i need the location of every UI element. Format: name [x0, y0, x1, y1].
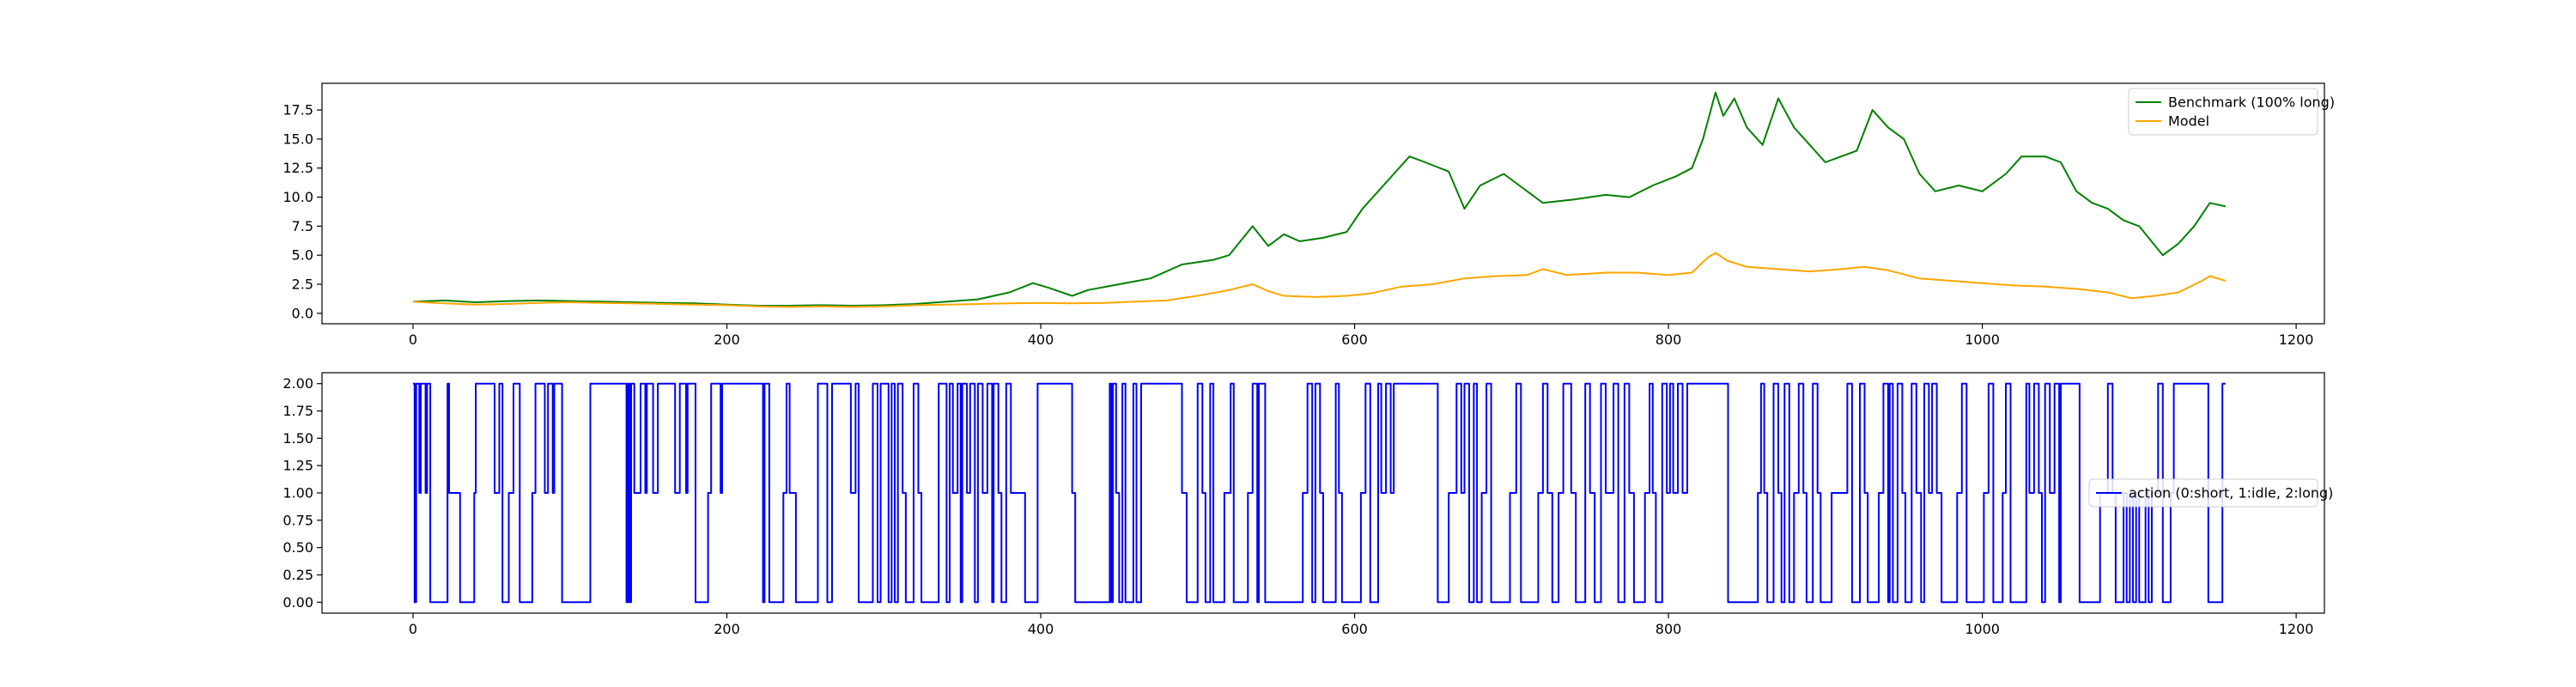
bottom-chart-actions: 0 200 400 600 800 1000 1200 0.00 0.25 0.50 0.75 1.… — [283, 372, 2333, 637]
top-legend-label-1: Model — [2168, 113, 2209, 130]
bottom-x-tick-label-3: 600 — [1341, 621, 1368, 637]
top-chart-frame — [321, 82, 2325, 325]
bottom-y-tick-label-0: 0.00 — [283, 594, 313, 611]
bottom-y-tick-label-4: 1.00 — [283, 485, 313, 502]
top-x-tick-label-3: 600 — [1341, 331, 1368, 348]
bottom-chart-series — [413, 382, 2226, 604]
top-chart-legend: Benchmark (100% long) Model — [2128, 88, 2335, 136]
bottom-y-tick-label-3: 0.75 — [283, 512, 313, 528]
bottom-legend-box — [2088, 478, 2318, 508]
bottom-legend-label-0: action (0:short, 1:idle, 2:long) — [2129, 485, 2333, 502]
top-y-tick-label-1: 2.5 — [292, 277, 313, 293]
top-chart-benchmark-vs-model: 0 200 400 600 800 1000 1200 0.0 2.5 5.0 7.5 10.0 12… — [283, 82, 2335, 348]
bottom-x-tick-label-0: 0 — [409, 621, 417, 637]
top-x-tick-label-6: 1200 — [2279, 331, 2314, 348]
bottom-y-tick-label-7: 1.75 — [283, 403, 313, 419]
top-y-tick-label-3: 7.5 — [292, 218, 313, 234]
top-series-line-0 — [412, 91, 2227, 307]
bottom-y-tick-label-5: 1.25 — [283, 458, 313, 474]
bottom-x-tick-label-1: 200 — [714, 621, 740, 637]
bottom-y-tick-label-2: 0.50 — [283, 539, 313, 556]
top-x-tick-label-2: 400 — [1028, 331, 1054, 348]
top-x-tick-label-0: 0 — [409, 331, 417, 348]
bottom-y-tick-label-8: 2.00 — [283, 375, 313, 392]
top-chart-series — [412, 91, 2227, 308]
bottom-chart-x-ticks: 0 200 400 600 800 1000 1200 — [409, 613, 2314, 637]
top-y-tick-label-6: 15.0 — [283, 131, 313, 147]
top-y-tick-label-5: 12.5 — [283, 160, 313, 176]
bottom-x-tick-label-6: 1200 — [2279, 621, 2314, 637]
top-chart-x-ticks: 0 200 400 600 800 1000 1200 — [409, 324, 2314, 348]
bottom-x-tick-label-2: 400 — [1028, 621, 1054, 637]
top-y-tick-label-7: 17.5 — [283, 102, 313, 119]
top-series-line-1 — [412, 252, 2227, 308]
bottom-series-line-0 — [413, 382, 2226, 604]
top-legend-label-0: Benchmark (100% long) — [2168, 94, 2335, 111]
bottom-x-tick-label-5: 1000 — [1965, 621, 2000, 637]
top-x-tick-label-1: 200 — [714, 331, 740, 348]
bottom-x-tick-label-4: 800 — [1656, 621, 1682, 637]
bottom-y-tick-label-1: 0.25 — [283, 567, 313, 583]
bottom-chart-legend: action (0:short, 1:idle, 2:long) — [2088, 478, 2333, 508]
top-chart-y-ticks: 0.0 2.5 5.0 7.5 10.0 12.5 15.0 17.5 — [283, 102, 322, 321]
top-x-tick-label-4: 800 — [1656, 331, 1682, 348]
bottom-y-tick-label-6: 1.50 — [283, 430, 313, 447]
top-y-tick-label-0: 0.0 — [292, 305, 313, 321]
top-y-tick-label-4: 10.0 — [283, 189, 313, 205]
top-legend-box — [2128, 88, 2318, 136]
top-x-tick-label-5: 1000 — [1965, 331, 2000, 348]
bottom-chart-y-ticks: 0.00 0.25 0.50 0.75 1.00 1.25 1.50 1.75 2.00 — [283, 375, 322, 611]
top-y-tick-label-2: 5.0 — [292, 247, 313, 264]
